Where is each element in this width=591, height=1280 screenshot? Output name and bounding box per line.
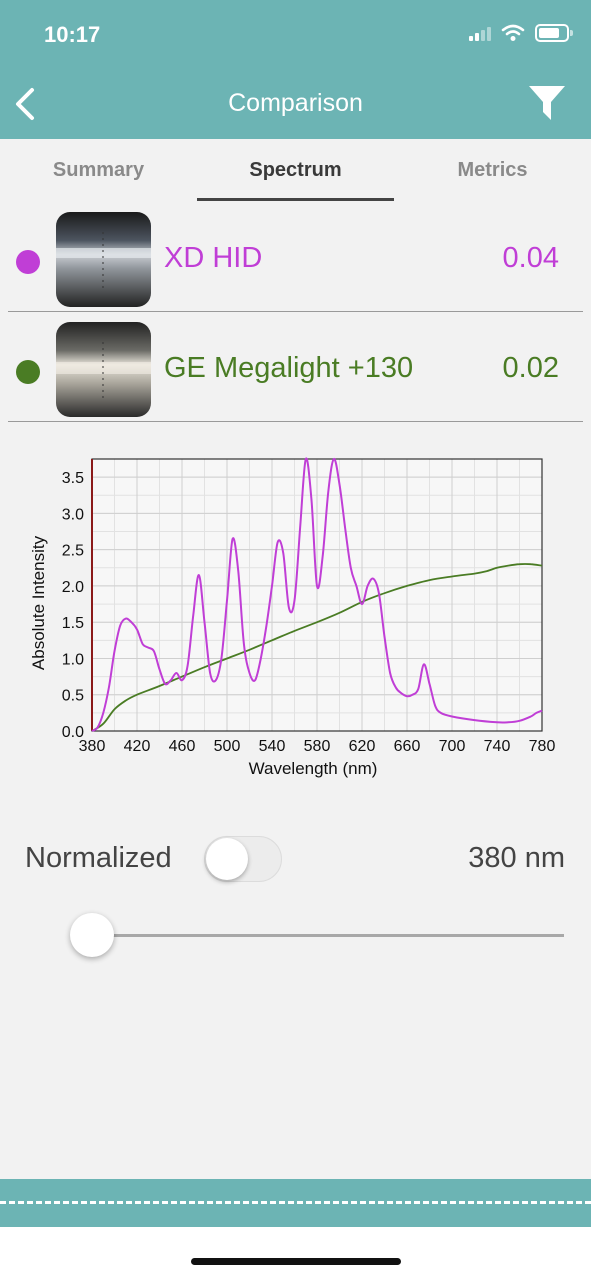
- x-tick-label: 620: [349, 738, 376, 755]
- y-tick-label: 2.0: [62, 579, 84, 596]
- x-tick-label: 580: [304, 738, 331, 755]
- series-color-dot: [16, 250, 40, 274]
- y-tick-label: 2.5: [62, 543, 84, 560]
- footer-bar: [0, 1179, 591, 1227]
- tab-bar: Summary Spectrum Metrics: [0, 139, 591, 203]
- list-item[interactable]: XD HID 0.04: [0, 204, 591, 314]
- beam-pattern-thumbnail: [56, 212, 151, 307]
- status-time: 10:17: [44, 22, 101, 47]
- tab-summary[interactable]: Summary: [52, 159, 145, 181]
- x-tick-label: 780: [529, 738, 556, 755]
- status-icons: [469, 24, 573, 42]
- series-color-dot: [16, 360, 40, 384]
- y-tick-label: 1.5: [62, 615, 84, 632]
- y-tick-label: 3.0: [62, 506, 84, 523]
- item-value: 0.04: [502, 242, 559, 274]
- wavelength-readout: 380 nm: [468, 842, 565, 874]
- row-divider: [8, 311, 583, 312]
- item-name: XD HID: [164, 242, 263, 274]
- x-tick-label: 700: [439, 738, 466, 755]
- app-header: 10:17 Comparison: [0, 0, 591, 139]
- wifi-icon: [501, 24, 525, 41]
- row-divider: [8, 421, 583, 422]
- y-axis-label: Absolute Intensity: [29, 535, 48, 670]
- x-tick-label: 660: [394, 738, 421, 755]
- toggle-knob: [206, 838, 248, 880]
- page-title: Comparison: [228, 89, 363, 117]
- active-tab-indicator: [197, 198, 394, 201]
- normalized-toggle[interactable]: [204, 836, 282, 882]
- list-item[interactable]: GE Megalight +130 0.02: [0, 314, 591, 424]
- item-name: GE Megalight +130: [164, 352, 414, 384]
- filter-button[interactable]: [527, 82, 567, 124]
- item-value: 0.02: [502, 352, 559, 384]
- y-tick-label: 0.0: [62, 724, 84, 741]
- back-button[interactable]: [8, 82, 48, 126]
- x-tick-label: 460: [169, 738, 196, 755]
- x-axis-label: Wavelength (nm): [249, 759, 378, 778]
- x-tick-label: 380: [79, 738, 106, 755]
- series-line-xd-hid: [91, 457, 543, 732]
- x-tick-label: 540: [259, 738, 286, 755]
- dashed-separator: [0, 1201, 591, 1204]
- y-tick-label: 0.5: [62, 688, 84, 705]
- series-line-ge-megalight: [91, 563, 543, 732]
- cellular-signal-icon: [469, 25, 491, 41]
- bottom-safe-area: [0, 1227, 591, 1280]
- home-indicator: [191, 1258, 401, 1265]
- spectrum-chart: 380 420 460 500 540 580 620 660 700 740 780 0.0 0.5 1…: [29, 457, 556, 778]
- tab-spectrum[interactable]: Spectrum: [249, 159, 342, 181]
- wavelength-slider-thumb[interactable]: [70, 913, 114, 957]
- tab-metrics[interactable]: Metrics: [457, 159, 528, 181]
- x-tick-label: 740: [484, 738, 511, 755]
- battery-icon: [535, 24, 573, 42]
- x-tick-label: 420: [124, 738, 151, 755]
- x-tick-label: 500: [214, 738, 241, 755]
- y-tick-label: 1.0: [62, 651, 84, 668]
- y-tick-label: 3.5: [62, 470, 84, 487]
- beam-pattern-thumbnail: [56, 322, 151, 417]
- normalized-label: Normalized: [25, 842, 172, 874]
- wavelength-slider-track[interactable]: [90, 934, 564, 937]
